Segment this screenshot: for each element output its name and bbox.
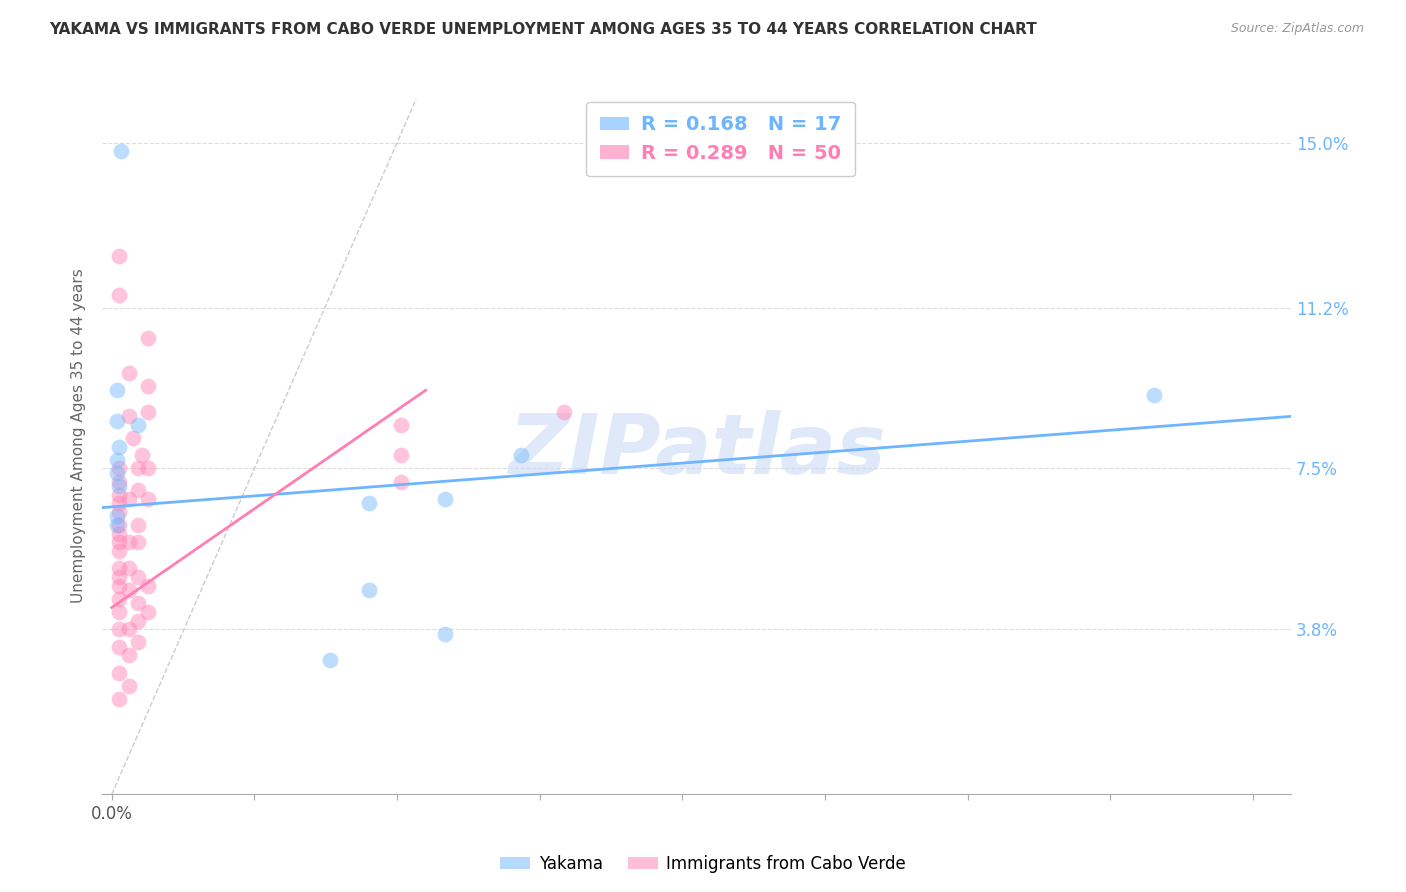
Point — [118, 491, 141, 506]
Point — [108, 561, 131, 575]
Point — [108, 526, 131, 541]
Point — [107, 452, 129, 467]
Point — [108, 605, 131, 619]
Point — [118, 583, 141, 598]
Point — [110, 145, 132, 159]
Point — [108, 535, 131, 549]
Point — [357, 583, 380, 598]
Point — [107, 384, 129, 398]
Point — [108, 479, 131, 493]
Point — [118, 366, 141, 380]
Point — [108, 496, 131, 510]
Point — [136, 579, 159, 593]
Point — [136, 491, 159, 506]
Point — [108, 570, 131, 584]
Point — [127, 518, 149, 533]
Point — [131, 449, 153, 463]
Point — [107, 466, 129, 480]
Point — [127, 461, 149, 475]
Legend: Yakama, Immigrants from Cabo Verde: Yakama, Immigrants from Cabo Verde — [494, 848, 912, 880]
Legend: R = 0.168   N = 17, R = 0.289   N = 50: R = 0.168 N = 17, R = 0.289 N = 50 — [586, 102, 855, 177]
Point — [357, 496, 380, 510]
Point — [108, 579, 131, 593]
Point — [127, 483, 149, 498]
Y-axis label: Unemployment Among Ages 35 to 44 years: Unemployment Among Ages 35 to 44 years — [72, 268, 86, 603]
Point — [127, 596, 149, 610]
Point — [108, 591, 131, 606]
Point — [127, 570, 149, 584]
Point — [118, 535, 141, 549]
Point — [389, 475, 412, 489]
Point — [136, 405, 159, 419]
Point — [107, 518, 129, 533]
Point — [108, 518, 131, 533]
Point — [433, 491, 456, 506]
Point — [107, 414, 129, 428]
Point — [108, 461, 131, 475]
Point — [108, 640, 131, 654]
Point — [118, 648, 141, 663]
Point — [389, 418, 412, 433]
Point — [127, 418, 149, 433]
Text: YAKAMA VS IMMIGRANTS FROM CABO VERDE UNEMPLOYMENT AMONG AGES 35 TO 44 YEARS CORR: YAKAMA VS IMMIGRANTS FROM CABO VERDE UNE… — [49, 22, 1038, 37]
Point — [107, 509, 129, 524]
Point — [127, 635, 149, 649]
Point — [108, 287, 131, 301]
Text: ZIPatlas: ZIPatlas — [508, 409, 886, 491]
Point — [509, 449, 531, 463]
Point — [127, 535, 149, 549]
Point — [136, 605, 159, 619]
Point — [108, 691, 131, 706]
Point — [389, 449, 412, 463]
Point — [433, 626, 456, 640]
Point — [108, 475, 131, 489]
Point — [118, 679, 141, 693]
Point — [108, 249, 131, 263]
Point — [108, 544, 131, 558]
Point — [136, 461, 159, 475]
Point — [553, 405, 575, 419]
Point — [121, 431, 143, 445]
Point — [118, 561, 141, 575]
Text: Source: ZipAtlas.com: Source: ZipAtlas.com — [1230, 22, 1364, 36]
Point — [108, 505, 131, 519]
Point — [108, 665, 131, 680]
Point — [108, 622, 131, 636]
Point — [118, 622, 141, 636]
Point — [319, 653, 342, 667]
Point — [1143, 387, 1166, 401]
Point — [136, 331, 159, 345]
Point — [127, 614, 149, 628]
Point — [118, 409, 141, 424]
Point — [136, 379, 159, 393]
Point — [108, 440, 131, 454]
Point — [108, 487, 131, 501]
